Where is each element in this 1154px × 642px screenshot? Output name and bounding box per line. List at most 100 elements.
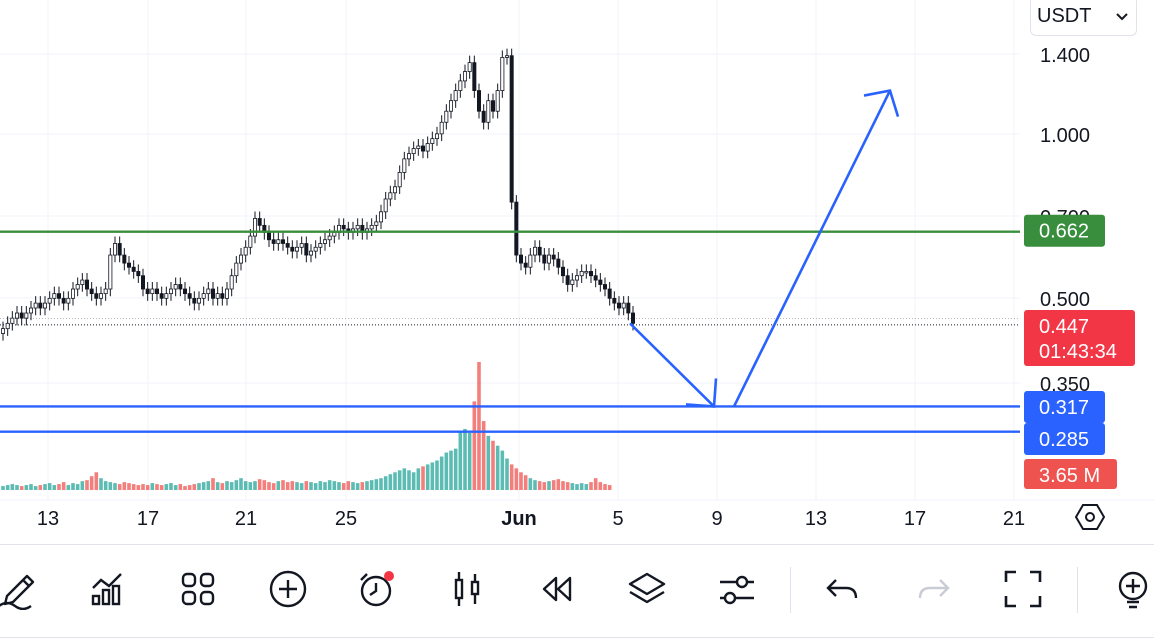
add-circle-icon[interactable] (264, 565, 312, 613)
candle-body (192, 297, 197, 304)
volume-bar (533, 480, 537, 490)
volume-tag (1024, 459, 1117, 489)
layers-icon[interactable] (623, 565, 671, 613)
volume-bar (318, 481, 323, 490)
volume-bar (421, 466, 425, 490)
volume-bar (346, 481, 351, 490)
volume-bar (369, 480, 374, 490)
candle-body (411, 148, 416, 155)
volume-bar (603, 484, 607, 490)
volume-bar (122, 482, 127, 490)
indicators-icon[interactable] (84, 565, 132, 613)
price-tag-blue-text: 0.317 (1039, 397, 1089, 419)
volume-bar (411, 472, 416, 490)
alert-clock-icon[interactable] (353, 565, 401, 613)
volume-bar (108, 482, 113, 490)
candle-body (598, 279, 603, 285)
settings-sliders-icon[interactable] (713, 565, 761, 613)
candle-body (420, 145, 425, 152)
candle-body (108, 254, 113, 290)
candle-body (164, 293, 169, 299)
volume-bar (425, 464, 430, 490)
candle-body (28, 307, 33, 314)
volume-bar (313, 483, 318, 490)
volume-bar (173, 485, 178, 490)
volume-bar (565, 482, 570, 490)
candle-body (131, 266, 136, 272)
volume-bar (127, 483, 131, 490)
price-chart[interactable]: 1.4001.0000.7000.5000.35013172125Jun5913… (0, 0, 1154, 542)
volume-bar (579, 483, 584, 490)
rewind-icon[interactable] (533, 565, 581, 613)
idea-icon[interactable] (1106, 565, 1154, 613)
candles-icon[interactable] (443, 565, 491, 613)
volume-bar (360, 482, 365, 490)
volume-bar (80, 481, 85, 490)
price-tag-blue (1024, 391, 1105, 423)
volume-bar (477, 362, 481, 490)
volume-bar (1, 486, 5, 490)
redo-icon[interactable] (909, 565, 957, 613)
candle-body (369, 224, 374, 230)
candle-body (140, 275, 145, 290)
projection-arrowhead-down (685, 378, 718, 408)
candle-body (173, 284, 178, 290)
x-tick-label: 21 (235, 508, 257, 530)
volume-bar (495, 445, 500, 490)
candle-body (257, 218, 262, 226)
candle-body (388, 192, 393, 200)
volume-bar (444, 452, 449, 490)
volume-bar (271, 483, 276, 490)
candle-body (542, 254, 547, 264)
candle-body (201, 293, 206, 299)
pencil-icon[interactable] (0, 565, 42, 613)
volume-bar (304, 481, 309, 490)
volume-bar (556, 479, 561, 490)
candle-body (75, 284, 80, 290)
volume-bar (570, 483, 575, 490)
fullscreen-icon[interactable] (999, 565, 1047, 613)
volume-bar (164, 484, 169, 490)
currency-select[interactable]: USDT (1030, 0, 1137, 36)
candle-body (10, 317, 15, 324)
volume-bar (276, 481, 281, 490)
y-tick-label: 0.500 (1040, 289, 1090, 311)
candle-body (332, 232, 337, 237)
volume-bar (131, 484, 136, 490)
candle-body (467, 62, 472, 72)
candle-body (551, 254, 556, 260)
volume-bar (439, 456, 444, 490)
candle-body (626, 302, 631, 314)
candle-body (238, 254, 243, 264)
volume-bar (19, 486, 24, 490)
candle-body (519, 254, 524, 264)
volume-bar (332, 481, 337, 490)
candle-body (355, 224, 360, 230)
volume-bar (355, 483, 360, 490)
candle-body (476, 90, 481, 112)
volume-bar (257, 479, 262, 490)
volume-bar (528, 478, 533, 490)
toolbar-separator (790, 567, 791, 613)
candle-body (304, 243, 309, 256)
volume-bar (141, 484, 145, 490)
grid-icon[interactable] (174, 565, 222, 613)
candle-body (159, 293, 164, 299)
volume-bar (66, 485, 71, 490)
candle-body (280, 239, 285, 244)
candle-body (103, 288, 108, 295)
price-tag-green-text: 0.662 (1039, 221, 1089, 243)
volume-bar (52, 485, 57, 490)
volume-bar (500, 450, 505, 490)
volume-bar (169, 483, 173, 490)
countdown-label: 01:43:34 (1039, 341, 1117, 363)
candle-body (579, 271, 584, 277)
x-tick-label: 25 (335, 508, 357, 530)
candle-body (113, 243, 118, 256)
candle-body (136, 271, 141, 277)
undo-icon[interactable] (819, 565, 867, 613)
candle-body (322, 239, 327, 244)
candle-body (224, 288, 229, 299)
volume-bar (402, 468, 407, 490)
candle-body (406, 153, 411, 160)
